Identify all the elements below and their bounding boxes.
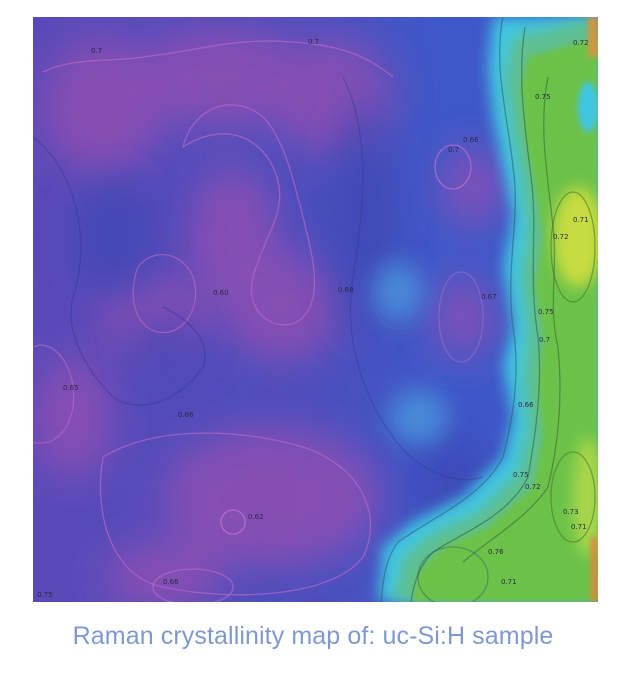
contour-label: 0.66: [463, 136, 479, 144]
contour-label: 0.75: [535, 93, 551, 101]
contour-label: 0.66: [518, 401, 534, 409]
contour-label: 0.62: [248, 513, 264, 521]
contour-label: 0.76: [488, 548, 504, 556]
contour-label: 0.73: [563, 508, 579, 516]
contour-label-group: 0.7 0.7 0.75 0.72 0.66 0.7 0.71 0.72 0.6…: [37, 38, 589, 599]
contour-label: 0.71: [571, 523, 587, 531]
contour-label: 0.72: [525, 483, 541, 491]
crystallinity-map: 0.7 0.7 0.75 0.72 0.66 0.7 0.71 0.72 0.6…: [33, 17, 598, 602]
contour-label: 0.7: [308, 38, 319, 46]
contour-label: 0.7: [91, 47, 102, 55]
figure-caption: Raman crystallinity map of: uc-Si:H samp…: [72, 622, 554, 650]
contour-label: 0.75: [538, 308, 554, 316]
contour-label: 0.72: [553, 233, 569, 241]
contour-label: 0.67: [481, 293, 497, 301]
contour-label: 0.68: [338, 286, 354, 294]
contour-label: 0.66: [178, 411, 194, 419]
cyan-spots: [373, 262, 448, 445]
contour-label: 0.7: [448, 146, 459, 154]
contour-label: 0.71: [501, 578, 517, 586]
contour-lines: [33, 17, 596, 602]
green-band: [378, 17, 598, 602]
contour-label: 0.66: [163, 578, 179, 586]
contour-label: 0.72: [573, 39, 589, 47]
contour-label: 0.71: [573, 216, 589, 224]
contour-label: 0.60: [213, 289, 229, 297]
map-image: 0.7 0.7 0.75 0.72 0.66 0.7 0.71 0.72 0.6…: [33, 17, 598, 602]
contour-label: 0.7: [539, 336, 550, 344]
contour-label: 0.75: [37, 591, 53, 599]
contour-label: 0.65: [63, 384, 79, 392]
contour-label: 0.75: [513, 471, 529, 479]
